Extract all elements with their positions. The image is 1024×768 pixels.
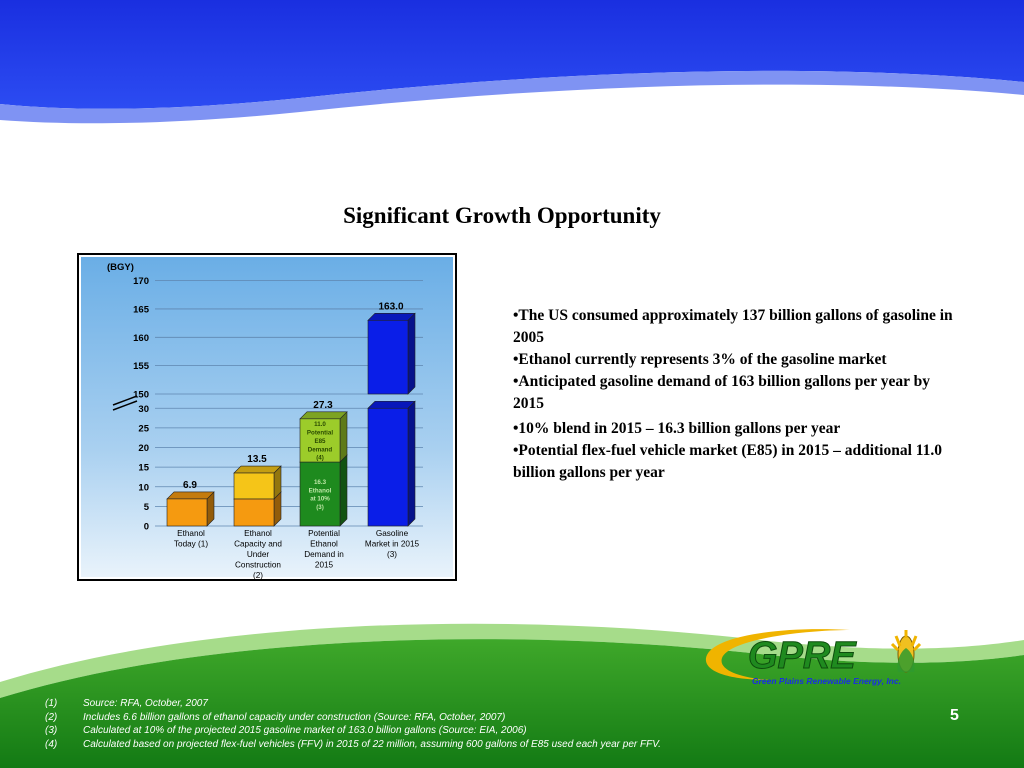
x-category-label: Demand in xyxy=(304,550,344,559)
y-axis-label: (BGY) xyxy=(107,262,134,273)
bar-segment-top xyxy=(233,465,282,474)
segment-label: E85 xyxy=(314,438,326,445)
y-tick-label: 160 xyxy=(133,333,149,344)
axis-break-mark xyxy=(112,395,138,406)
bullet-item: •Anticipated gasoline demand of 163 bill… xyxy=(513,373,930,412)
slide-title: Significant Growth Opportunity xyxy=(343,203,661,228)
segment-label: Demand xyxy=(308,446,333,453)
x-category-label: Ethanol xyxy=(310,540,338,549)
bar-value-label: 163.0 xyxy=(378,301,403,312)
x-category-label: Ethanol xyxy=(177,529,205,538)
y-tick-label: 25 xyxy=(138,423,149,434)
axis-break-mark xyxy=(112,400,138,411)
bar-segment xyxy=(299,418,341,463)
header-swoosh xyxy=(0,70,1024,124)
bar-segment-side xyxy=(339,454,348,527)
bar-segment-top xyxy=(299,411,348,420)
bar-value-label: 13.5 xyxy=(247,454,267,465)
bar-segment-side xyxy=(407,312,416,395)
bullet-item: •10% blend in 2015 – 16.3 billion gallon… xyxy=(513,420,841,437)
y-tick-label: 15 xyxy=(138,463,149,474)
y-tick-label: 0 xyxy=(144,522,149,533)
segment-label: at 10% xyxy=(310,496,330,503)
y-tick-label: 20 xyxy=(138,443,149,454)
footnote: (3) Calculated at 10% of the projected 20… xyxy=(45,725,527,736)
footnotes: (1) Source: RFA, October, 2007 (2) Include… xyxy=(45,697,661,751)
footnote: (4) Calculated based on projected flex-fu… xyxy=(45,738,661,750)
growth-bar-chart: 0 5 10 15 20 25 30 150 155 160 165 170 (BGY) 6.9 13.5 1… xyxy=(81,257,453,579)
x-category-label: Potential xyxy=(308,529,340,538)
x-category-label: Under xyxy=(247,550,270,559)
logo-swoosh xyxy=(705,629,850,680)
x-category-label: (2) xyxy=(253,571,263,579)
bar-segment-side xyxy=(407,400,416,527)
bar-segment xyxy=(367,319,409,395)
x-category-label: Today (1) xyxy=(174,540,208,549)
chart-panel: 0 5 10 15 20 25 30 150 155 160 165 170 (BGY) 6.9 13.5 1… xyxy=(77,253,457,581)
x-category-label: Capacity and xyxy=(234,540,282,549)
x-category-label: Market in 2015 xyxy=(365,540,420,549)
bullet-item: •Potential flex-fuel vehicle market (E85… xyxy=(513,442,943,481)
bullet-list: •The US consumed approximately 137 billi… xyxy=(513,305,953,484)
bar-segment-top xyxy=(367,312,416,321)
segment-label: 16.3 xyxy=(314,479,327,486)
bar-segment xyxy=(166,498,208,527)
footnote: (2) Includes 6.6 billion gallons of ethan… xyxy=(45,711,506,723)
y-tick-label: 10 xyxy=(138,482,149,493)
logo-mark: GPRE xyxy=(748,635,857,677)
bar-segment-top xyxy=(166,491,215,500)
bullet-item: •Ethanol currently represents 3% of the … xyxy=(513,351,887,368)
bar-segment xyxy=(299,461,341,527)
page-number: 5 xyxy=(950,707,959,724)
bar-segment-top xyxy=(367,400,416,409)
bar-value-label: 27.3 xyxy=(313,400,333,411)
bar-segment xyxy=(233,498,275,527)
logo-tagline: Green Plains Renewable Energy, Inc. xyxy=(752,676,901,686)
bullet-item: •The US consumed approximately 137 billi… xyxy=(513,307,953,346)
segment-label: (3) xyxy=(316,504,324,511)
segment-label: 11.0 xyxy=(314,421,326,428)
footer-band xyxy=(0,639,1024,768)
y-tick-label: 165 xyxy=(133,304,150,315)
bar-segment-side xyxy=(339,411,348,463)
y-tick-label: 30 xyxy=(138,404,149,415)
gpre-logo: GPRE Green Plains Renewable Energy, Inc. xyxy=(705,629,922,686)
x-category-label: Ethanol xyxy=(244,529,272,538)
header-band xyxy=(0,0,1024,109)
footnote: (1) Source: RFA, October, 2007 xyxy=(45,698,208,709)
y-tick-label: 5 xyxy=(144,502,150,513)
x-category-label: (3) xyxy=(387,550,397,559)
corn-icon xyxy=(890,630,922,673)
x-category-label: Construction xyxy=(235,561,281,570)
segment-label: Ethanol xyxy=(309,487,332,494)
x-category-label: 2015 xyxy=(315,561,334,570)
x-category-label: Gasoline xyxy=(376,529,409,538)
bar-value-label: 6.9 xyxy=(183,480,197,491)
y-tick-label: 170 xyxy=(133,276,149,287)
y-tick-label: 150 xyxy=(133,390,149,401)
segment-label: Potential xyxy=(307,430,333,437)
segment-label: (4) xyxy=(316,455,324,462)
bar-segment xyxy=(367,407,409,527)
footer-swoosh xyxy=(0,623,1024,698)
bar-segment xyxy=(233,472,275,500)
y-tick-label: 155 xyxy=(133,361,150,372)
